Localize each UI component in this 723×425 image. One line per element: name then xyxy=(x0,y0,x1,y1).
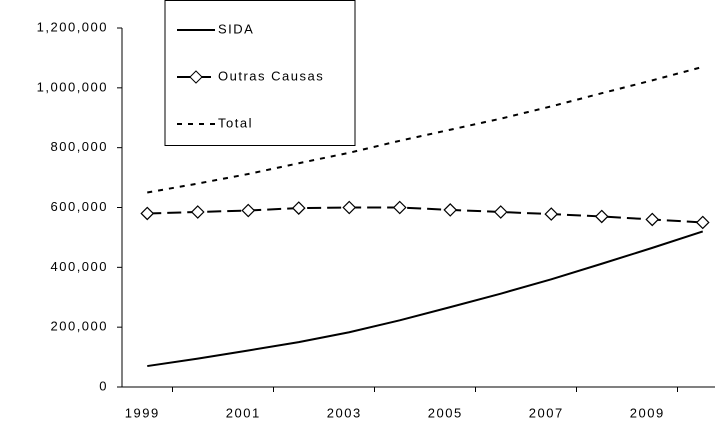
y-tick-label: 0 xyxy=(99,378,108,393)
y-tick-label: 400,000 xyxy=(51,259,109,274)
y-tick-label: 1,200,000 xyxy=(37,19,108,34)
marker xyxy=(342,200,357,215)
x-tick-label: 2009 xyxy=(630,405,665,420)
marker xyxy=(392,200,407,215)
legend-marker xyxy=(189,70,203,84)
x-tick-label: 2003 xyxy=(327,405,362,420)
legend-label: SIDA xyxy=(218,21,254,36)
marker xyxy=(544,207,559,221)
marker xyxy=(695,215,710,230)
marker xyxy=(645,212,660,227)
marker xyxy=(190,205,205,219)
series-line xyxy=(147,206,703,224)
marker xyxy=(493,205,508,219)
x-tick-label: 2005 xyxy=(428,405,463,420)
marker xyxy=(291,201,306,215)
x-tick-label: 1999 xyxy=(125,405,160,420)
legend-label: Total xyxy=(218,115,253,130)
marker xyxy=(241,203,256,218)
x-tick-label: 2001 xyxy=(226,405,261,420)
series-line xyxy=(147,65,704,194)
marker xyxy=(443,203,458,217)
y-tick-label: 600,000 xyxy=(51,199,109,214)
y-tick-label: 800,000 xyxy=(51,139,109,154)
series-line xyxy=(147,230,704,368)
legend-label: Outras Causas xyxy=(218,68,324,83)
marker xyxy=(594,209,609,224)
x-tick-label: 2007 xyxy=(529,405,564,420)
y-tick-label: 1,000,000 xyxy=(37,79,108,94)
y-tick-label: 200,000 xyxy=(51,319,109,334)
marker xyxy=(140,206,155,221)
